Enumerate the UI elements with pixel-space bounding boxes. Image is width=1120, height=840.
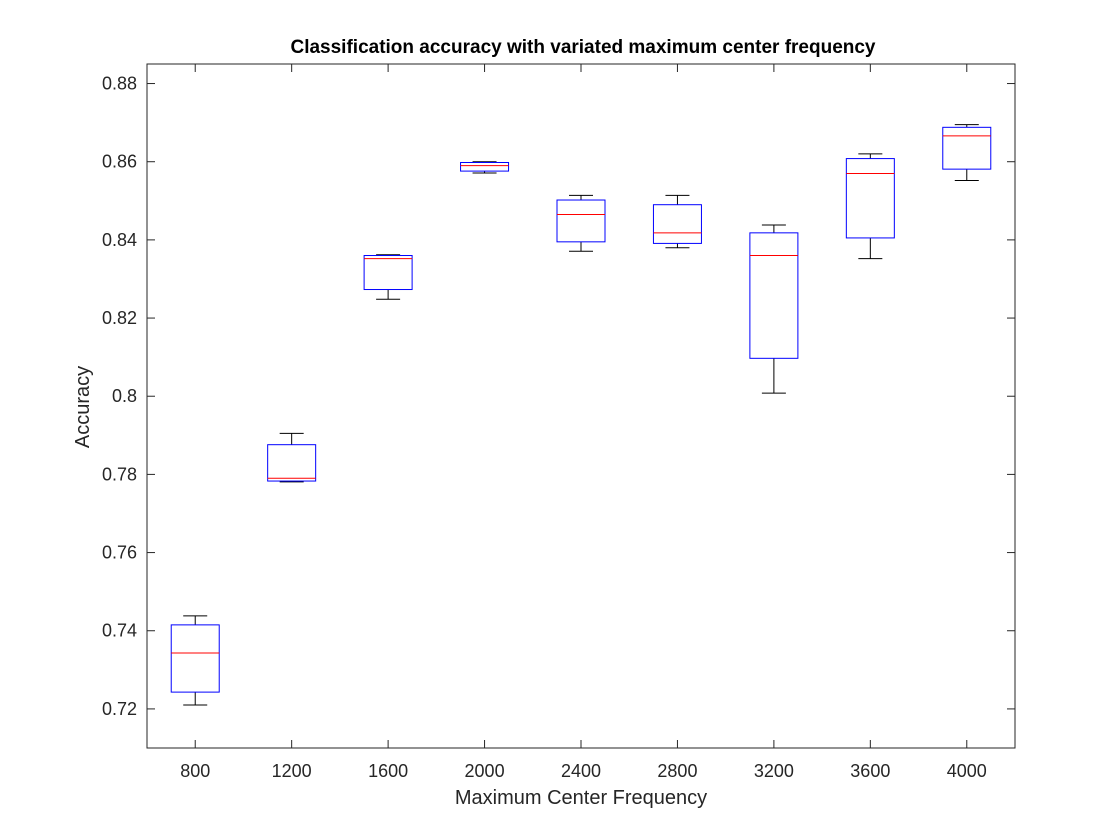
box-iqr [170,624,220,693]
box-iqr [460,161,510,172]
x-tick-label: 1600 [368,761,408,781]
y-tick-label: 0.88 [102,74,137,94]
y-tick-label: 0.84 [102,230,137,250]
x-tick-label: 2400 [561,761,601,781]
box-800 [170,615,220,706]
box-3200 [749,224,799,394]
box-2400 [556,194,606,252]
y-tick-label: 0.86 [102,152,137,172]
y-axis: 0.72 0.74 0.76 0.78 0.8 0.82 0.84 0.86 0.88 [102,74,1015,719]
y-tick-label: 0.8 [112,386,137,406]
y-tick-label: 0.74 [102,621,137,641]
x-tick-label: 2800 [657,761,697,781]
box-3600 [845,153,895,260]
box-2000 [460,161,510,174]
box-iqr [267,444,317,482]
y-tick-label: 0.72 [102,699,137,719]
x-tick-label: 4000 [947,761,987,781]
x-axis: 800 1200 1600 2000 2400 2800 3200 3600 4000 [180,64,987,781]
box-2800 [652,194,702,249]
x-tick-label: 3200 [754,761,794,781]
x-tick-label: 3600 [850,761,890,781]
box-1600 [363,254,413,300]
x-tick-label: 2000 [465,761,505,781]
y-axis-label: Accuracy [72,366,94,448]
box-iqr [942,126,992,170]
box-series [170,124,992,706]
box-iqr [556,199,606,243]
box-iqr [845,158,895,239]
x-tick-label: 1200 [272,761,312,781]
x-axis-label: Maximum Center Frequency [455,787,707,809]
box-iqr [652,204,702,244]
box-1200 [267,432,317,483]
box-iqr [749,232,799,359]
y-tick-label: 0.76 [102,543,137,563]
x-tick-label: 800 [180,761,210,781]
y-tick-label: 0.82 [102,308,137,328]
y-tick-label: 0.78 [102,464,137,484]
box-4000 [942,124,992,181]
box-iqr [363,255,413,291]
chart-title: Classification accuracy with variated ma… [290,37,875,58]
